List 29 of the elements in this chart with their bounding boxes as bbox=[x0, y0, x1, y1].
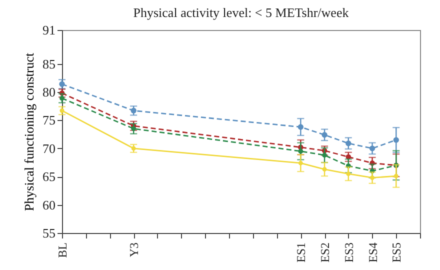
point bbox=[298, 160, 303, 166]
y-tick-label: 55 bbox=[42, 226, 56, 240]
x-tick-label: ES1 bbox=[294, 242, 308, 263]
point bbox=[322, 167, 327, 172]
y-tick-label: 65 bbox=[42, 169, 56, 184]
point bbox=[346, 140, 352, 146]
x-tick-label: BL bbox=[56, 242, 70, 258]
point bbox=[130, 108, 136, 114]
point bbox=[369, 146, 376, 152]
point bbox=[393, 137, 399, 143]
chart-title: Physical activity level: < 5 METshr/week bbox=[133, 5, 350, 20]
x-tick-label: Y3 bbox=[127, 242, 142, 258]
y-tick-label: 85 bbox=[42, 56, 56, 72]
point bbox=[322, 132, 328, 138]
x-tick-label: ES5 bbox=[390, 242, 404, 263]
y-tick-label: 80 bbox=[42, 84, 56, 100]
x-tick-label: ES3 bbox=[342, 242, 356, 263]
y-axis-title: Physical functioning construct bbox=[22, 52, 36, 212]
x-tick-label: ES2 bbox=[318, 242, 332, 263]
point bbox=[346, 172, 351, 176]
x-tick-label: ES4 bbox=[366, 242, 380, 263]
y-tick-label: 75 bbox=[42, 112, 56, 128]
point bbox=[298, 124, 304, 130]
y-tick-label: 70 bbox=[42, 140, 56, 156]
point bbox=[131, 126, 136, 132]
y-tick-label: 60 bbox=[42, 197, 56, 212]
point bbox=[298, 148, 304, 154]
y-tick-label: 91 bbox=[42, 22, 56, 38]
point bbox=[394, 174, 398, 178]
